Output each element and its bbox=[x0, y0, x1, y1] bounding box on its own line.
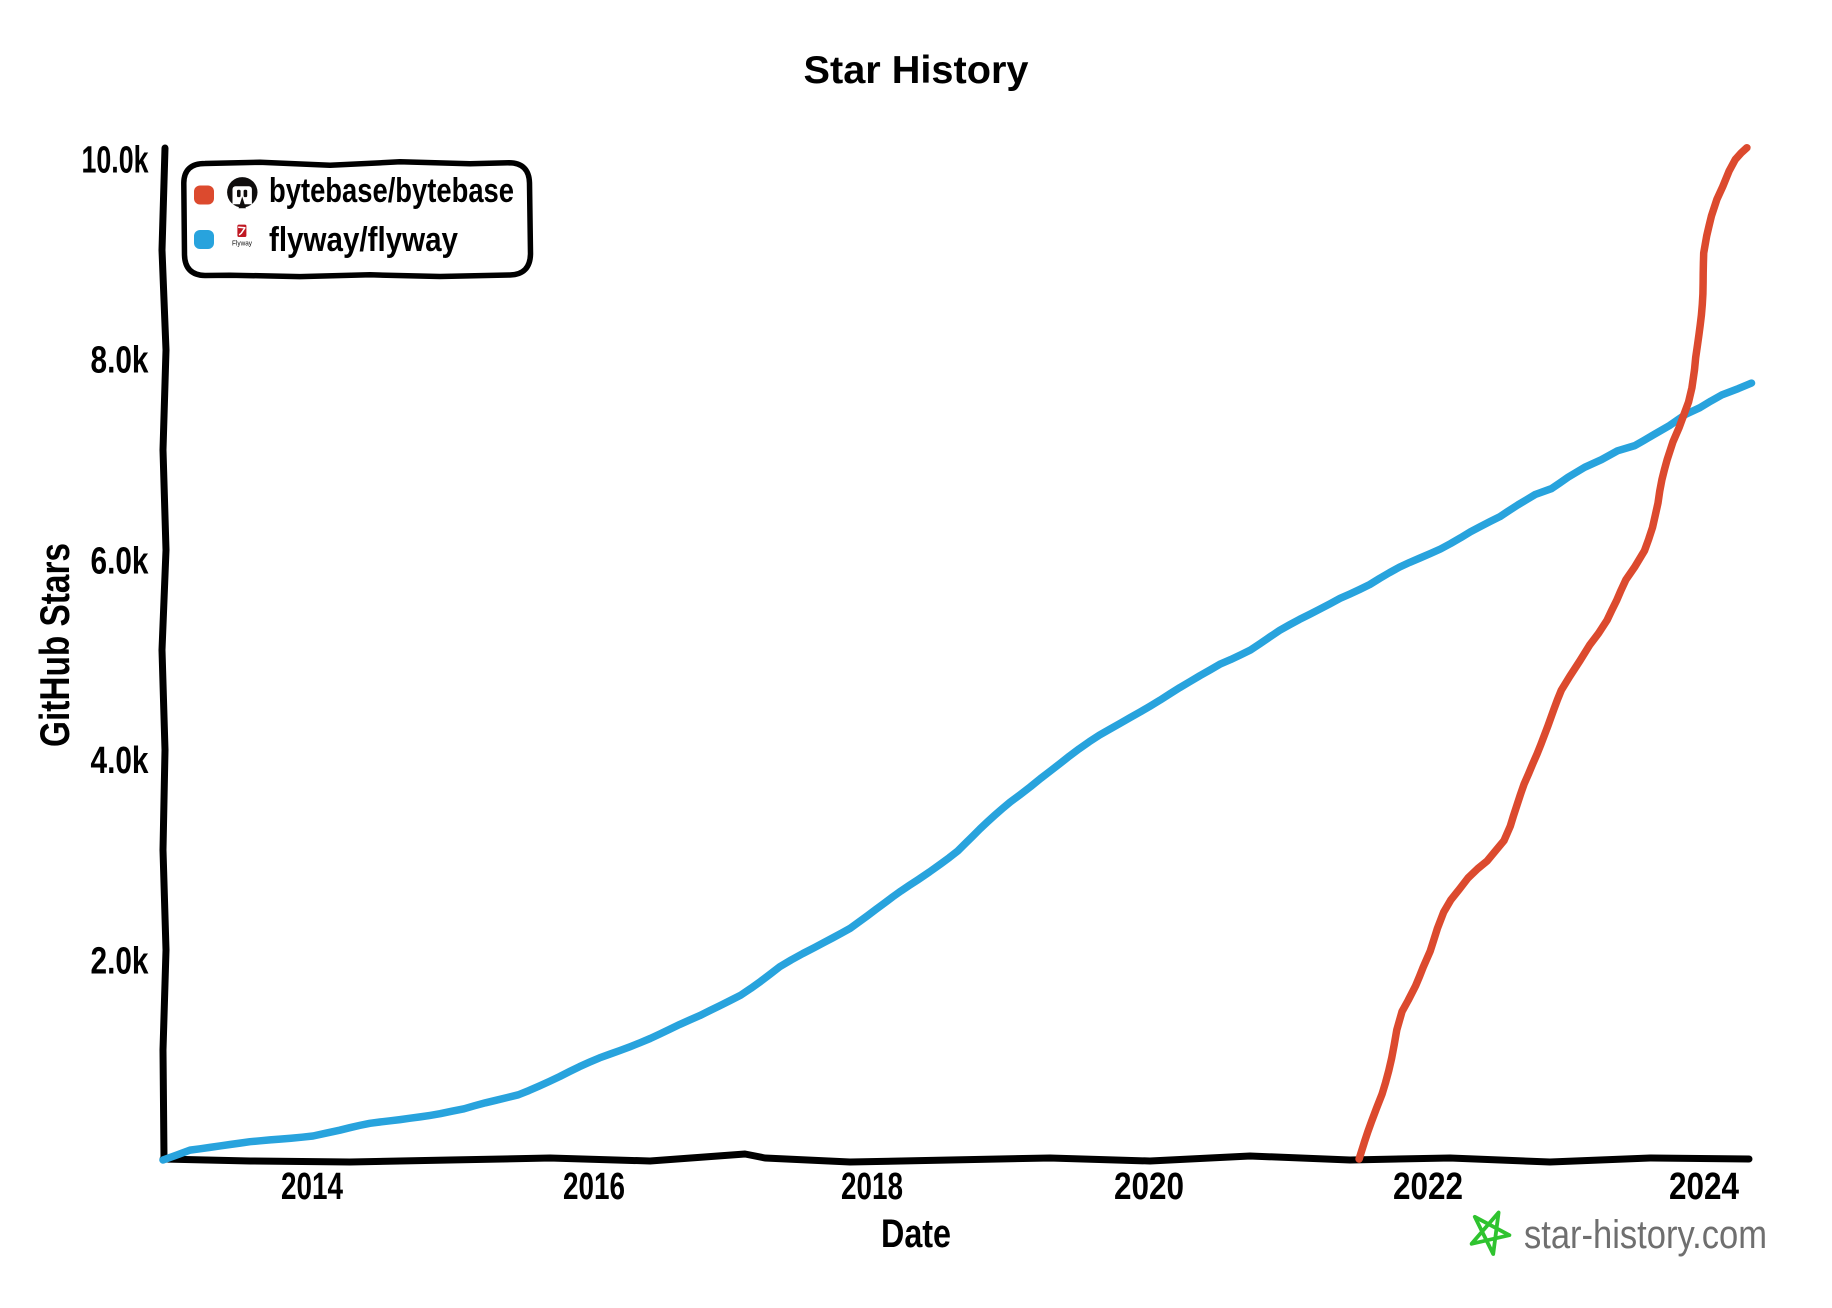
svg-text:star-history.com: star-history.com bbox=[1524, 1213, 1767, 1257]
svg-text:6.0k: 6.0k bbox=[91, 541, 150, 583]
svg-text:10.0k: 10.0k bbox=[82, 140, 150, 182]
svg-text:4.0k: 4.0k bbox=[91, 740, 150, 782]
svg-text:2018: 2018 bbox=[841, 1166, 903, 1208]
svg-text:bytebase/bytebase: bytebase/bytebase bbox=[269, 172, 514, 210]
svg-text:Flyway: Flyway bbox=[232, 238, 252, 247]
svg-text:2014: 2014 bbox=[281, 1166, 343, 1208]
svg-text:2024: 2024 bbox=[1669, 1166, 1739, 1208]
svg-text:Date: Date bbox=[881, 1212, 951, 1256]
svg-text:2016: 2016 bbox=[563, 1166, 625, 1208]
svg-text:8.0k: 8.0k bbox=[91, 340, 150, 382]
svg-text:flyway/flyway: flyway/flyway bbox=[269, 221, 458, 259]
svg-text:2.0k: 2.0k bbox=[91, 941, 150, 983]
svg-text:2022: 2022 bbox=[1393, 1166, 1463, 1208]
svg-text:2020: 2020 bbox=[1114, 1166, 1184, 1208]
svg-text:Star History: Star History bbox=[804, 49, 1029, 92]
svg-text:GitHub Stars: GitHub Stars bbox=[31, 543, 78, 747]
